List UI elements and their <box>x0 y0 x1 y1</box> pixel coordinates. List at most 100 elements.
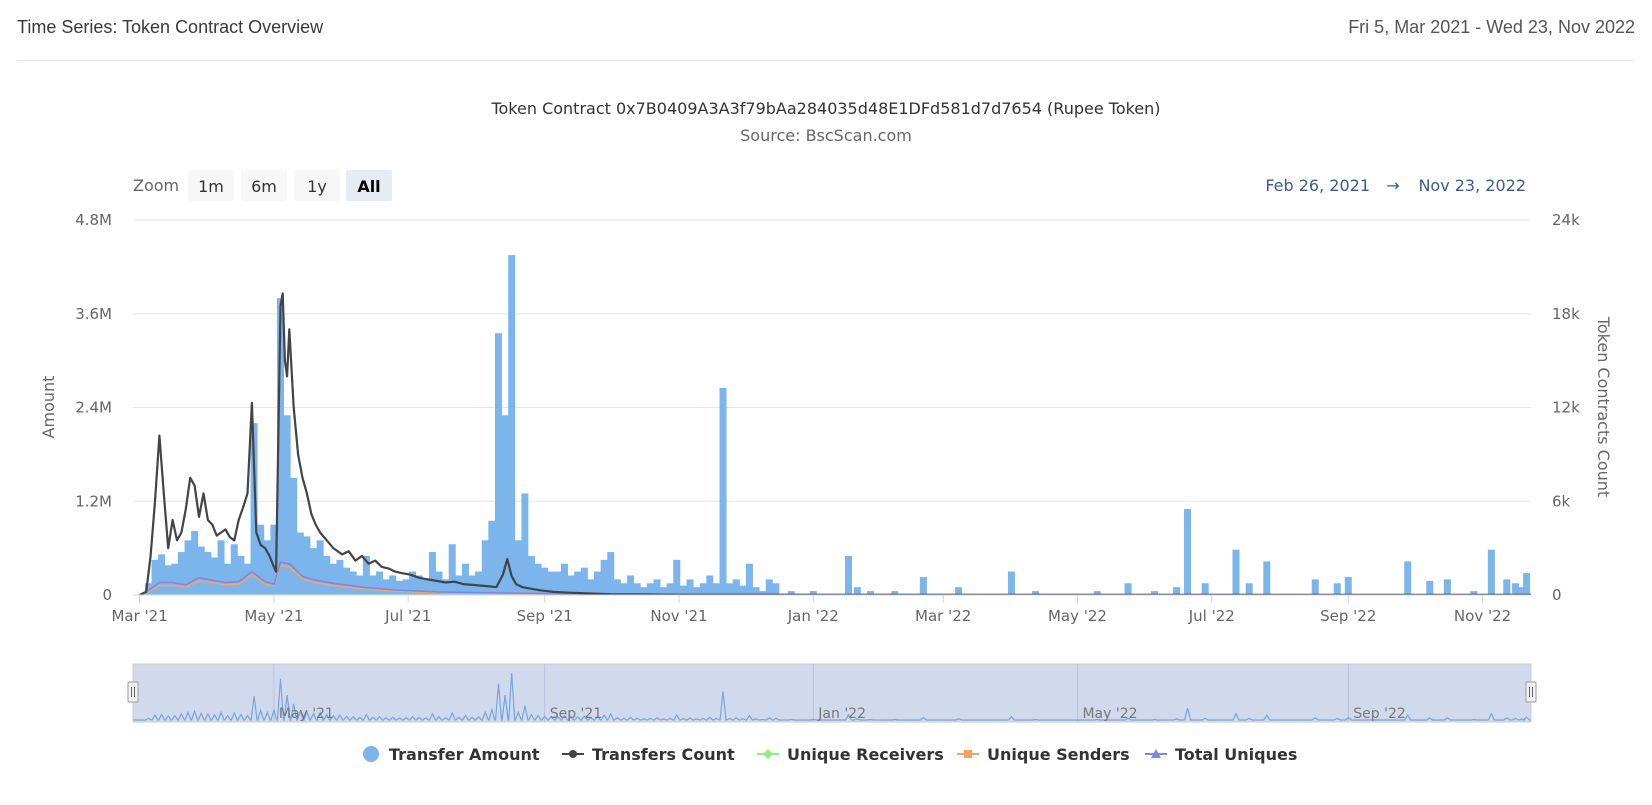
gridlines <box>133 219 1531 596</box>
bar <box>1184 509 1192 595</box>
bar <box>646 583 654 595</box>
navigator-handle-left-box[interactable] <box>127 681 139 703</box>
bar <box>1344 577 1352 595</box>
y-left-tick-label: 2.4M <box>75 399 112 417</box>
navigator-background <box>132 663 1532 723</box>
bar <box>1487 549 1495 595</box>
navigator-mask[interactable] <box>132 663 1532 723</box>
series-line-total-uniques <box>139 561 1531 595</box>
y-left-tick-label: 3.6M <box>75 305 112 323</box>
bar <box>1512 583 1520 595</box>
bar <box>349 571 357 595</box>
legend-item-unique-senders[interactable]: Unique Senders <box>957 745 1130 764</box>
transfer-amount-bars <box>144 255 1531 595</box>
navigator-handle-right-box[interactable] <box>1525 681 1537 703</box>
bar <box>197 546 205 595</box>
navigator[interactable]: May '21 Sep '21 Jan '22 May '22 Sep '22 <box>127 663 1537 723</box>
bar <box>534 563 542 595</box>
bar <box>620 583 628 595</box>
bar <box>1151 591 1159 595</box>
bar <box>362 555 370 595</box>
zoom-button-6m[interactable]: 6m <box>241 170 287 201</box>
bar <box>752 587 760 595</box>
y-left-tick-label: 1.2M <box>75 492 112 510</box>
bar <box>633 583 641 595</box>
zoom-button-1y-bg[interactable] <box>294 170 340 201</box>
bar <box>237 555 245 595</box>
zoom-button-1y-label[interactable]: 1y <box>307 177 327 196</box>
bar <box>151 559 159 595</box>
bar <box>699 583 707 595</box>
bar <box>673 559 681 595</box>
bar <box>561 563 569 595</box>
bar <box>250 423 258 595</box>
y-right-tick-label: 6k <box>1552 492 1571 510</box>
bar <box>580 567 588 595</box>
bar <box>547 571 555 595</box>
range-to-input[interactable]: Nov 23, 2022 <box>1418 176 1526 195</box>
legend-circle-icon <box>363 746 379 762</box>
legend-label-unique-senders[interactable]: Unique Senders <box>987 745 1130 764</box>
bar <box>693 587 701 595</box>
range-from-input[interactable]: Feb 26, 2021 <box>1265 176 1370 195</box>
series-lines <box>139 292 1531 595</box>
zoom-button-1y[interactable]: 1y <box>294 170 340 201</box>
bar <box>508 255 516 595</box>
bar <box>448 544 456 595</box>
bar <box>488 520 496 595</box>
legend-label-unique-receivers[interactable]: Unique Receivers <box>787 745 944 764</box>
legend-label-transfers-count[interactable]: Transfers Count <box>592 745 735 764</box>
legend-item-unique-receivers[interactable]: Unique Receivers <box>757 745 944 764</box>
y-axis-left-label: Amount <box>39 376 58 439</box>
bar <box>428 552 436 595</box>
zoom-button-all-bg[interactable] <box>346 170 392 201</box>
legend-item-total-uniques[interactable]: Total Uniques <box>1145 745 1297 764</box>
navigator-handle-right[interactable] <box>1525 681 1537 703</box>
bar <box>323 555 331 595</box>
bar <box>653 579 661 595</box>
bar <box>389 575 397 595</box>
bar <box>461 563 469 595</box>
navigator-tick-label: May '22 <box>1082 706 1137 722</box>
x-tick-label: Jul '21 <box>384 607 431 625</box>
bar <box>600 559 608 595</box>
zoom-button-6m-label[interactable]: 6m <box>251 177 277 196</box>
zoom-button-6m-bg[interactable] <box>241 170 287 201</box>
navigator-handle-left[interactable] <box>127 681 139 703</box>
bar <box>243 563 251 595</box>
chart-title: Token Contract 0x7B0409A3A3f79bAa284035d… <box>490 99 1160 118</box>
navigator-tick-label: May '21 <box>279 706 334 722</box>
bar <box>455 575 463 595</box>
zoom-button-all-label[interactable]: All <box>357 177 380 196</box>
bar <box>567 575 575 595</box>
legend-label-total-uniques[interactable]: Total Uniques <box>1175 745 1297 764</box>
navigator-gridlines <box>273 664 1349 722</box>
bar <box>594 571 602 595</box>
bar <box>1311 579 1319 595</box>
zoom-button-1m-bg[interactable] <box>188 170 234 201</box>
bar <box>765 579 773 595</box>
bar <box>739 585 747 595</box>
legend-square-icon <box>964 750 972 758</box>
x-tick-label: May '21 <box>244 607 303 625</box>
legend-item-transfer-amount[interactable]: Transfer Amount <box>363 745 540 764</box>
bar <box>613 579 621 595</box>
bar <box>541 567 549 595</box>
bar <box>204 552 212 595</box>
x-tick-label: Mar '21 <box>111 607 167 625</box>
zoom-button-1m[interactable]: 1m <box>188 170 234 201</box>
bar <box>514 540 522 595</box>
bar <box>230 544 238 595</box>
bar <box>732 579 740 595</box>
zoom-button-1m-label[interactable]: 1m <box>198 177 224 196</box>
zoom-button-all[interactable]: All <box>346 170 392 201</box>
page-title: Time Series: Token Contract Overview <box>17 17 324 37</box>
legend-label-transfer-amount[interactable]: Transfer Amount <box>389 745 540 764</box>
legend-item-transfers-count[interactable]: Transfers Count <box>562 745 735 764</box>
legend-triangle-icon <box>1151 749 1161 758</box>
navigator-labels: May '21 Sep '21 Jan '22 May '22 Sep '22 <box>279 706 1406 722</box>
bar <box>376 571 384 595</box>
bar <box>527 555 535 595</box>
bar <box>475 571 483 595</box>
